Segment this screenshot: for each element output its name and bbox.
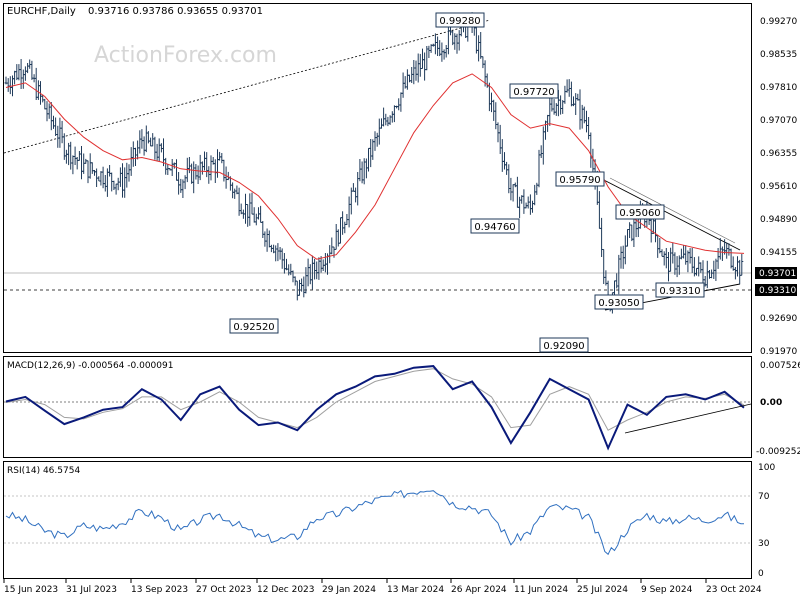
x-tick-label: 15 Jun 2023 bbox=[4, 585, 58, 595]
rsi-tick: 0 bbox=[758, 569, 764, 579]
x-tick-label: 13 Mar 2024 bbox=[387, 585, 444, 595]
price-tick: 0.92690 bbox=[760, 314, 797, 324]
x-tick-label: 27 Oct 2023 bbox=[196, 585, 252, 595]
wedge-upper-line bbox=[609, 177, 736, 244]
price-tick: 0.98535 bbox=[760, 50, 797, 60]
rsi-tick: 70 bbox=[758, 492, 770, 502]
price-tick: 0.91970 bbox=[760, 347, 797, 357]
macd-tick: 0.007526 bbox=[760, 361, 800, 371]
rsi-line bbox=[5, 489, 745, 556]
x-tick-label: 26 Apr 2024 bbox=[451, 585, 507, 595]
symbol-label: EURCHF,Daily bbox=[7, 6, 76, 17]
annotation-text: 0.93310 bbox=[659, 286, 700, 297]
annotation-947: 0.94760 bbox=[470, 218, 520, 234]
price-panel-frame bbox=[3, 3, 752, 353]
annotation-text: 0.95060 bbox=[619, 208, 660, 219]
price-bars bbox=[4, 12, 744, 314]
macd-tick: 0.00 bbox=[760, 398, 782, 408]
support-price-box bbox=[755, 284, 797, 296]
macd-signal-line bbox=[5, 368, 745, 431]
macd-title: MACD(12,26,9) -0.000564 -0.000091 bbox=[7, 361, 173, 371]
annotation-text: 0.99280 bbox=[439, 16, 480, 27]
x-tick-label: 29 Jan 2024 bbox=[322, 585, 376, 595]
annotation-977: 0.97720 bbox=[509, 83, 559, 99]
macd-panel: MACD(12,26,9) -0.000564 -0.000091 0.0075… bbox=[4, 361, 800, 457]
macd-main-line bbox=[5, 365, 745, 451]
macd-tick: -0.009252 bbox=[756, 447, 800, 457]
annotation-920: 0.92090 bbox=[539, 337, 589, 353]
ohlc-label: 0.93716 0.93786 0.93655 0.93701 bbox=[88, 6, 263, 17]
macd-panel-frame bbox=[3, 356, 752, 458]
x-axis: 15 Jun 2023 31 Jul 2023 13 Sep 2023 27 Oct … bbox=[3, 579, 762, 595]
annotation-text: 0.97720 bbox=[513, 87, 554, 98]
annotation-957: 0.95790 bbox=[555, 171, 605, 187]
annotation-933: 0.93310 bbox=[655, 282, 705, 298]
x-tick-label: 9 Sep 2024 bbox=[641, 585, 693, 595]
rsi-title: RSI(14) 46.5754 bbox=[7, 466, 80, 476]
annotation-950: 0.95060 bbox=[615, 204, 665, 220]
macd-zero-box bbox=[755, 396, 785, 407]
macd-trendline bbox=[624, 403, 752, 434]
annotation-925: 0.92520 bbox=[229, 318, 279, 334]
price-tick: 0.94155 bbox=[760, 248, 797, 258]
price-tick: 0.99270 bbox=[760, 17, 797, 27]
rsi-tick: 30 bbox=[758, 539, 770, 549]
price-y-axis: 0.99270 0.98535 0.97810 0.97070 0.96355 … bbox=[755, 17, 797, 357]
price-bar bbox=[740, 254, 744, 276]
price-tick: 0.96355 bbox=[760, 149, 797, 159]
price-tick: 0.97070 bbox=[760, 116, 797, 126]
chart-header: EURCHF,Daily 0.93716 0.93786 0.93655 0.9… bbox=[7, 6, 263, 17]
x-tick-label: 13 Sep 2023 bbox=[131, 585, 188, 595]
current-price-label: 0.93701 bbox=[759, 269, 796, 279]
annotation-text: 0.92520 bbox=[233, 322, 274, 333]
price-tick: 0.94890 bbox=[760, 215, 797, 225]
annotation-text: 0.94760 bbox=[474, 222, 515, 233]
price-tick: 0.97810 bbox=[760, 83, 797, 93]
annotation-text: 0.93050 bbox=[598, 298, 639, 309]
annotation-text: 0.95790 bbox=[559, 175, 600, 186]
x-tick-label: 11 Jun 2024 bbox=[514, 585, 568, 595]
annotation-high-2024: 0.99280 bbox=[435, 12, 485, 28]
rsi-tick: 100 bbox=[758, 463, 775, 473]
x-tick-label: 23 Oct 2024 bbox=[706, 585, 762, 595]
price-tick: 0.95610 bbox=[760, 182, 797, 192]
x-tick-label: 12 Dec 2023 bbox=[257, 585, 315, 595]
annotation-text: 0.92090 bbox=[543, 341, 584, 352]
x-tick-label: 25 Jul 2024 bbox=[577, 585, 628, 595]
annotation-930: 0.93050 bbox=[594, 294, 644, 310]
watermark: ActionForex.com bbox=[94, 43, 277, 68]
support-price-label: 0.93310 bbox=[759, 286, 796, 296]
x-tick-label: 31 Jul 2023 bbox=[66, 585, 117, 595]
rsi-panel: RSI(14) 46.5754 100 70 30 0 bbox=[4, 463, 775, 579]
price-annotations: 0.99280 0.97720 0.95790 0.95060 0.94760 … bbox=[229, 12, 705, 353]
upper-triangle-line bbox=[597, 176, 741, 251]
current-price-box bbox=[755, 267, 797, 279]
